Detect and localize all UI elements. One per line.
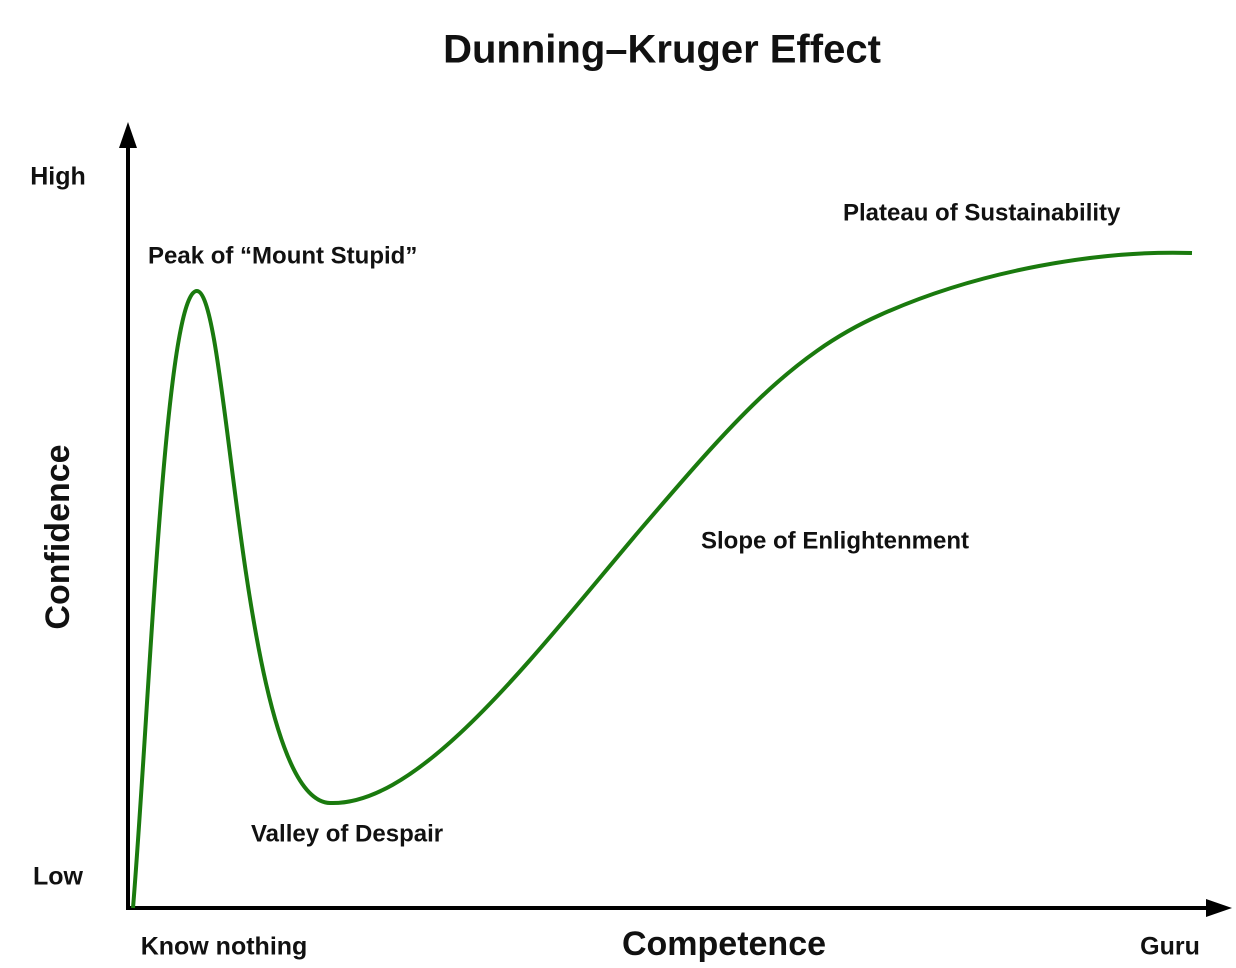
annotation: Plateau of Sustainability <box>843 199 1121 226</box>
annotation: Slope of Enlightenment <box>701 527 969 554</box>
y-low: Low <box>33 863 84 891</box>
curve <box>131 250 1193 909</box>
y-arrow <box>119 122 137 148</box>
x-end: Guru <box>1140 933 1200 961</box>
y-label: Confidence <box>39 444 77 629</box>
annotation: Valley of Despair <box>251 820 443 847</box>
x-start: Know nothing <box>141 933 308 961</box>
x-label: Competence <box>622 925 826 963</box>
title: Dunning–Kruger Effect <box>443 28 881 72</box>
annotation: Peak of “Mount Stupid” <box>148 242 417 269</box>
x-arrow <box>1206 899 1232 917</box>
y-high: High <box>30 163 86 191</box>
